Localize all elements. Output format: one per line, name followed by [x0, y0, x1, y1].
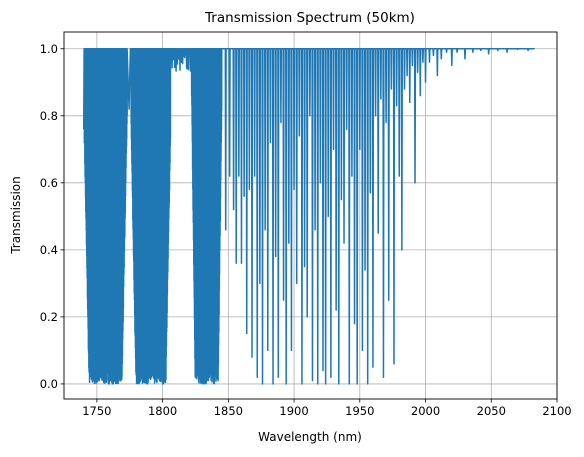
- x-tick-label: 2000: [411, 404, 440, 418]
- y-tick-label: 0.8: [40, 109, 58, 123]
- x-tick-label: 2050: [477, 404, 506, 418]
- transmission-line: [82, 48, 535, 385]
- x-tick-label: 1900: [279, 404, 308, 418]
- y-axis: 0.0 0.2 0.4 0.6 0.8 1.0: [40, 42, 64, 391]
- y-tick-label: 0.6: [40, 176, 58, 190]
- x-tick-label: 1750: [82, 404, 111, 418]
- x-tick-label: 2100: [542, 404, 571, 418]
- x-tick-label: 1850: [214, 404, 243, 418]
- x-axis: 1750 1800 1850 1900 1950 2000 2050 2100: [82, 399, 572, 418]
- y-tick-label: 0.2: [40, 310, 58, 324]
- plot-area: [82, 48, 535, 385]
- y-tick-label: 0.0: [40, 377, 58, 391]
- y-tick-label: 1.0: [40, 42, 58, 56]
- axes-frame: [63, 31, 558, 400]
- y-axis-label: Transmission: [9, 176, 23, 255]
- x-tick-label: 1800: [148, 404, 177, 418]
- chart-title: Transmission Spectrum (50km): [204, 10, 415, 26]
- x-axis-label: Wavelength (nm): [258, 430, 362, 444]
- y-tick-label: 0.4: [40, 243, 58, 257]
- x-tick-label: 1950: [345, 404, 374, 418]
